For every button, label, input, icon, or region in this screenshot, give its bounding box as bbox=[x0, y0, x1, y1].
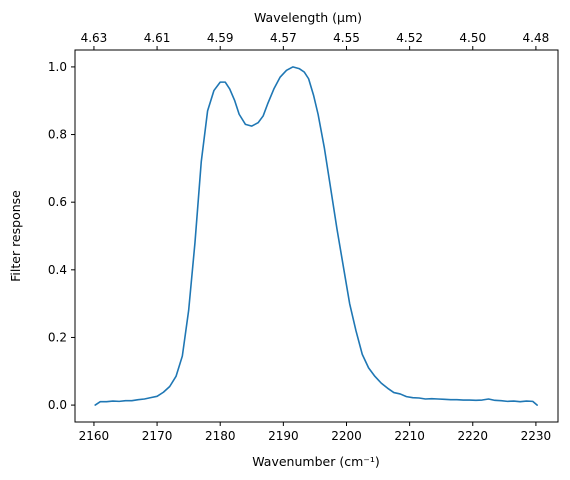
top-tick-label: 4.63 bbox=[81, 31, 108, 45]
x-tick-label: 2160 bbox=[79, 429, 110, 443]
y-tick-label: 0.6 bbox=[48, 195, 67, 209]
top-tick-label: 4.59 bbox=[207, 31, 234, 45]
y-tick-label: 0.0 bbox=[48, 398, 67, 412]
plot-frame bbox=[74, 49, 559, 423]
bottom-axis: 2160 2170 2180 2190 2200 2210 2220 2230 bbox=[79, 422, 552, 443]
x-tick-label: 2200 bbox=[331, 429, 362, 443]
top-tick-label: 4.55 bbox=[333, 31, 360, 45]
top-tick-label: 4.61 bbox=[144, 31, 171, 45]
x-tick-label: 2220 bbox=[457, 429, 488, 443]
x-tick-label: 2210 bbox=[394, 429, 425, 443]
data-layer bbox=[94, 66, 538, 406]
top-tick-label: 4.52 bbox=[396, 31, 423, 45]
y-tick-label: 1.0 bbox=[48, 60, 67, 74]
y-axis-label: Filter response bbox=[8, 190, 23, 282]
y-tick-label: 0.4 bbox=[48, 263, 67, 277]
top-tick-label: 4.48 bbox=[523, 31, 550, 45]
left-axis: 0.0 0.2 0.4 0.6 0.8 1.0 bbox=[48, 60, 75, 412]
x-tick-label: 2190 bbox=[268, 429, 299, 443]
top-axis-label: Wavelength (μm) bbox=[254, 10, 362, 25]
top-tick-label: 4.57 bbox=[270, 31, 297, 45]
y-tick-label: 0.8 bbox=[48, 128, 67, 142]
x-tick-label: 2170 bbox=[142, 429, 173, 443]
top-axis: 4.63 4.61 4.59 4.57 4.55 4.52 4.50 4.48 bbox=[81, 31, 550, 50]
x-axis-label: Wavenumber (cm⁻¹) bbox=[252, 454, 379, 469]
x-tick-label: 2230 bbox=[521, 429, 552, 443]
series-line bbox=[94, 66, 538, 406]
top-tick-label: 4.50 bbox=[459, 31, 486, 45]
y-tick-label: 0.2 bbox=[48, 330, 67, 344]
x-tick-label: 2180 bbox=[205, 429, 236, 443]
